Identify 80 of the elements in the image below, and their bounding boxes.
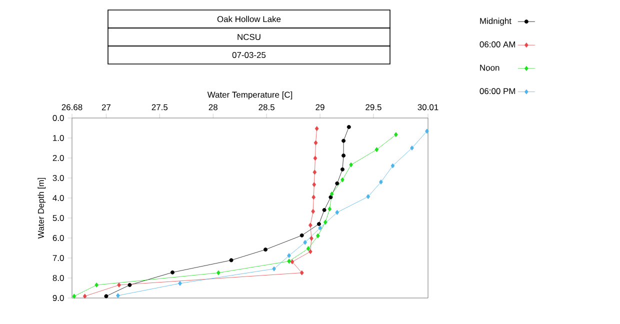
point [128, 283, 132, 287]
point [318, 226, 322, 231]
point [335, 210, 340, 215]
text: 07-03-25 [232, 52, 266, 58]
point [366, 194, 370, 200]
point [342, 138, 346, 143]
point [72, 294, 76, 299]
point [303, 240, 307, 245]
point [178, 280, 182, 286]
point [300, 270, 304, 276]
chart-title: Oak Hollow Lake [217, 16, 281, 22]
point [390, 163, 395, 168]
y-tick-label: 4.0 [52, 195, 64, 201]
point [290, 259, 294, 264]
point [379, 180, 383, 185]
point [374, 147, 379, 152]
point [335, 181, 340, 186]
point [328, 206, 332, 212]
point [306, 246, 310, 252]
point [314, 140, 318, 146]
y-tick-label: 1.0 [53, 135, 64, 141]
chart-subtitle: NCSU [238, 34, 260, 40]
x-tick-label: 26.68 [62, 104, 82, 110]
point [287, 258, 291, 264]
point [313, 156, 318, 161]
y-tick-label: 2.0 [52, 155, 64, 161]
y-axis-title: Water Depth [m] [38, 178, 46, 239]
point [116, 293, 120, 298]
point [323, 220, 328, 225]
y-tick-label: 5.0 [52, 215, 64, 221]
x-tick-label: 27 [102, 104, 110, 110]
point [300, 233, 304, 238]
y-tick-label: 9.0 [52, 295, 64, 301]
point [264, 248, 268, 252]
x-tick-label: 28 [208, 104, 218, 110]
point [312, 194, 316, 200]
point [314, 126, 319, 132]
point [425, 128, 429, 134]
point [310, 236, 314, 241]
legend-label: 06:00 AM [480, 41, 516, 48]
point [342, 154, 346, 158]
y-tick-label: 7.0 [52, 255, 64, 261]
legend-label: Midnight [480, 18, 512, 26]
point [311, 208, 316, 214]
point [394, 132, 398, 138]
legend-label: Noon [480, 64, 500, 71]
legend-label: 06:00 PM [480, 88, 516, 94]
point [216, 270, 220, 276]
point [82, 294, 87, 299]
point [312, 182, 316, 188]
y-tick-label: 8.0 [52, 275, 64, 281]
y-tick-label: 6.0 [52, 235, 64, 241]
y-tick-label: 0.0 [52, 115, 64, 121]
point [330, 192, 334, 197]
x-tick-label: 29.5 [366, 104, 382, 110]
point [316, 222, 321, 226]
x-tick-label: 27.5 [152, 104, 168, 110]
point [312, 170, 317, 175]
x-tick-label: 28.5 [258, 104, 274, 110]
point [349, 162, 353, 168]
point [340, 167, 344, 172]
point [322, 208, 326, 212]
point [170, 270, 174, 274]
y-tick-label: 3.0 [52, 175, 64, 181]
point [94, 282, 99, 288]
point [340, 177, 344, 182]
point [316, 233, 320, 238]
point [287, 253, 291, 258]
x-tick-label: 30.01 [418, 104, 438, 110]
x-tick-label: 29 [316, 104, 324, 110]
point [346, 125, 351, 130]
x-axis-title: Water Temperature [C] [207, 92, 292, 100]
point [229, 258, 234, 262]
point [104, 294, 108, 298]
point [308, 222, 312, 228]
point [272, 266, 276, 272]
point [410, 146, 414, 151]
point [308, 249, 312, 254]
point [328, 195, 333, 200]
point [117, 282, 121, 288]
